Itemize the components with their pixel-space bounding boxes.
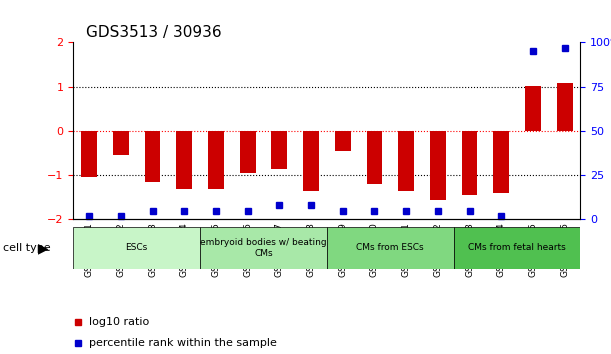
Bar — [303, 131, 319, 191]
Bar — [335, 131, 351, 151]
Bar — [367, 131, 382, 184]
Text: ESCs: ESCs — [126, 243, 148, 252]
Text: GDS3513 / 30936: GDS3513 / 30936 — [86, 25, 221, 40]
Bar — [81, 131, 97, 177]
FancyBboxPatch shape — [73, 227, 200, 269]
Bar — [240, 131, 255, 173]
FancyBboxPatch shape — [200, 227, 327, 269]
Bar — [493, 131, 509, 193]
Bar — [145, 131, 161, 182]
FancyBboxPatch shape — [327, 227, 453, 269]
Text: ▶: ▶ — [37, 241, 48, 255]
Bar — [177, 131, 192, 188]
Text: log10 ratio: log10 ratio — [89, 317, 149, 327]
Bar — [557, 83, 573, 131]
Bar — [208, 131, 224, 188]
Text: CMs from ESCs: CMs from ESCs — [356, 243, 424, 252]
Text: CMs from fetal hearts: CMs from fetal hearts — [468, 243, 566, 252]
FancyBboxPatch shape — [453, 227, 580, 269]
Bar — [398, 131, 414, 191]
Bar — [525, 86, 541, 131]
Bar — [461, 131, 477, 195]
Bar — [113, 131, 129, 155]
Text: cell type: cell type — [3, 243, 51, 253]
Bar — [271, 131, 287, 169]
Text: percentile rank within the sample: percentile rank within the sample — [89, 338, 276, 348]
Bar — [430, 131, 446, 200]
Text: embryoid bodies w/ beating
CMs: embryoid bodies w/ beating CMs — [200, 238, 327, 257]
